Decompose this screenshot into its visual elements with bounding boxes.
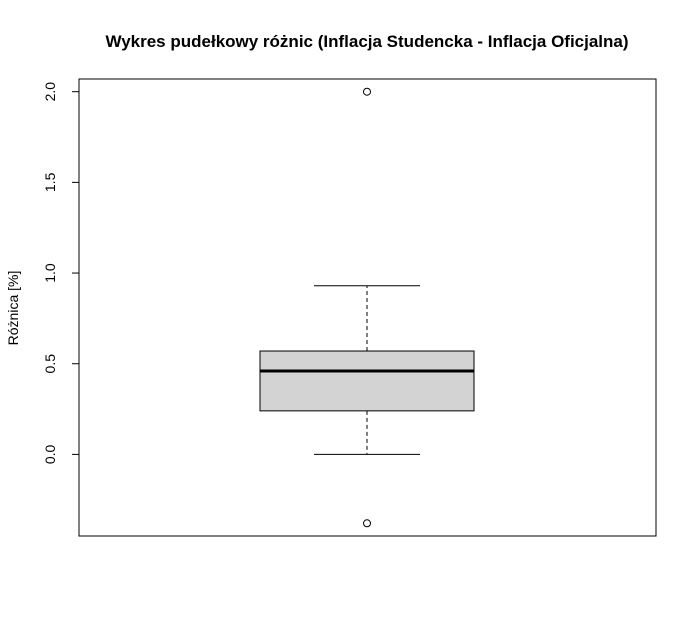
- outlier-point: [363, 519, 371, 528]
- box-plot: [259, 285, 475, 455]
- y-axis: 0.0 0.5 1.0 1.5 2.0: [42, 82, 80, 464]
- iqr-box: [259, 350, 475, 412]
- outliers: [363, 87, 371, 528]
- outlier-point: [363, 87, 371, 96]
- y-tick-label: 1.5: [42, 172, 58, 192]
- y-tick-label: 0.0: [42, 444, 58, 464]
- y-tick-label: 2.0: [42, 82, 58, 102]
- y-tick-label: 0.5: [42, 354, 58, 374]
- y-tick-label: 1.0: [42, 263, 58, 283]
- y-axis-label: Różnica [%]: [5, 271, 21, 346]
- chart-title: Wykres pudełkowy różnic (Inflacja Studen…: [105, 32, 628, 51]
